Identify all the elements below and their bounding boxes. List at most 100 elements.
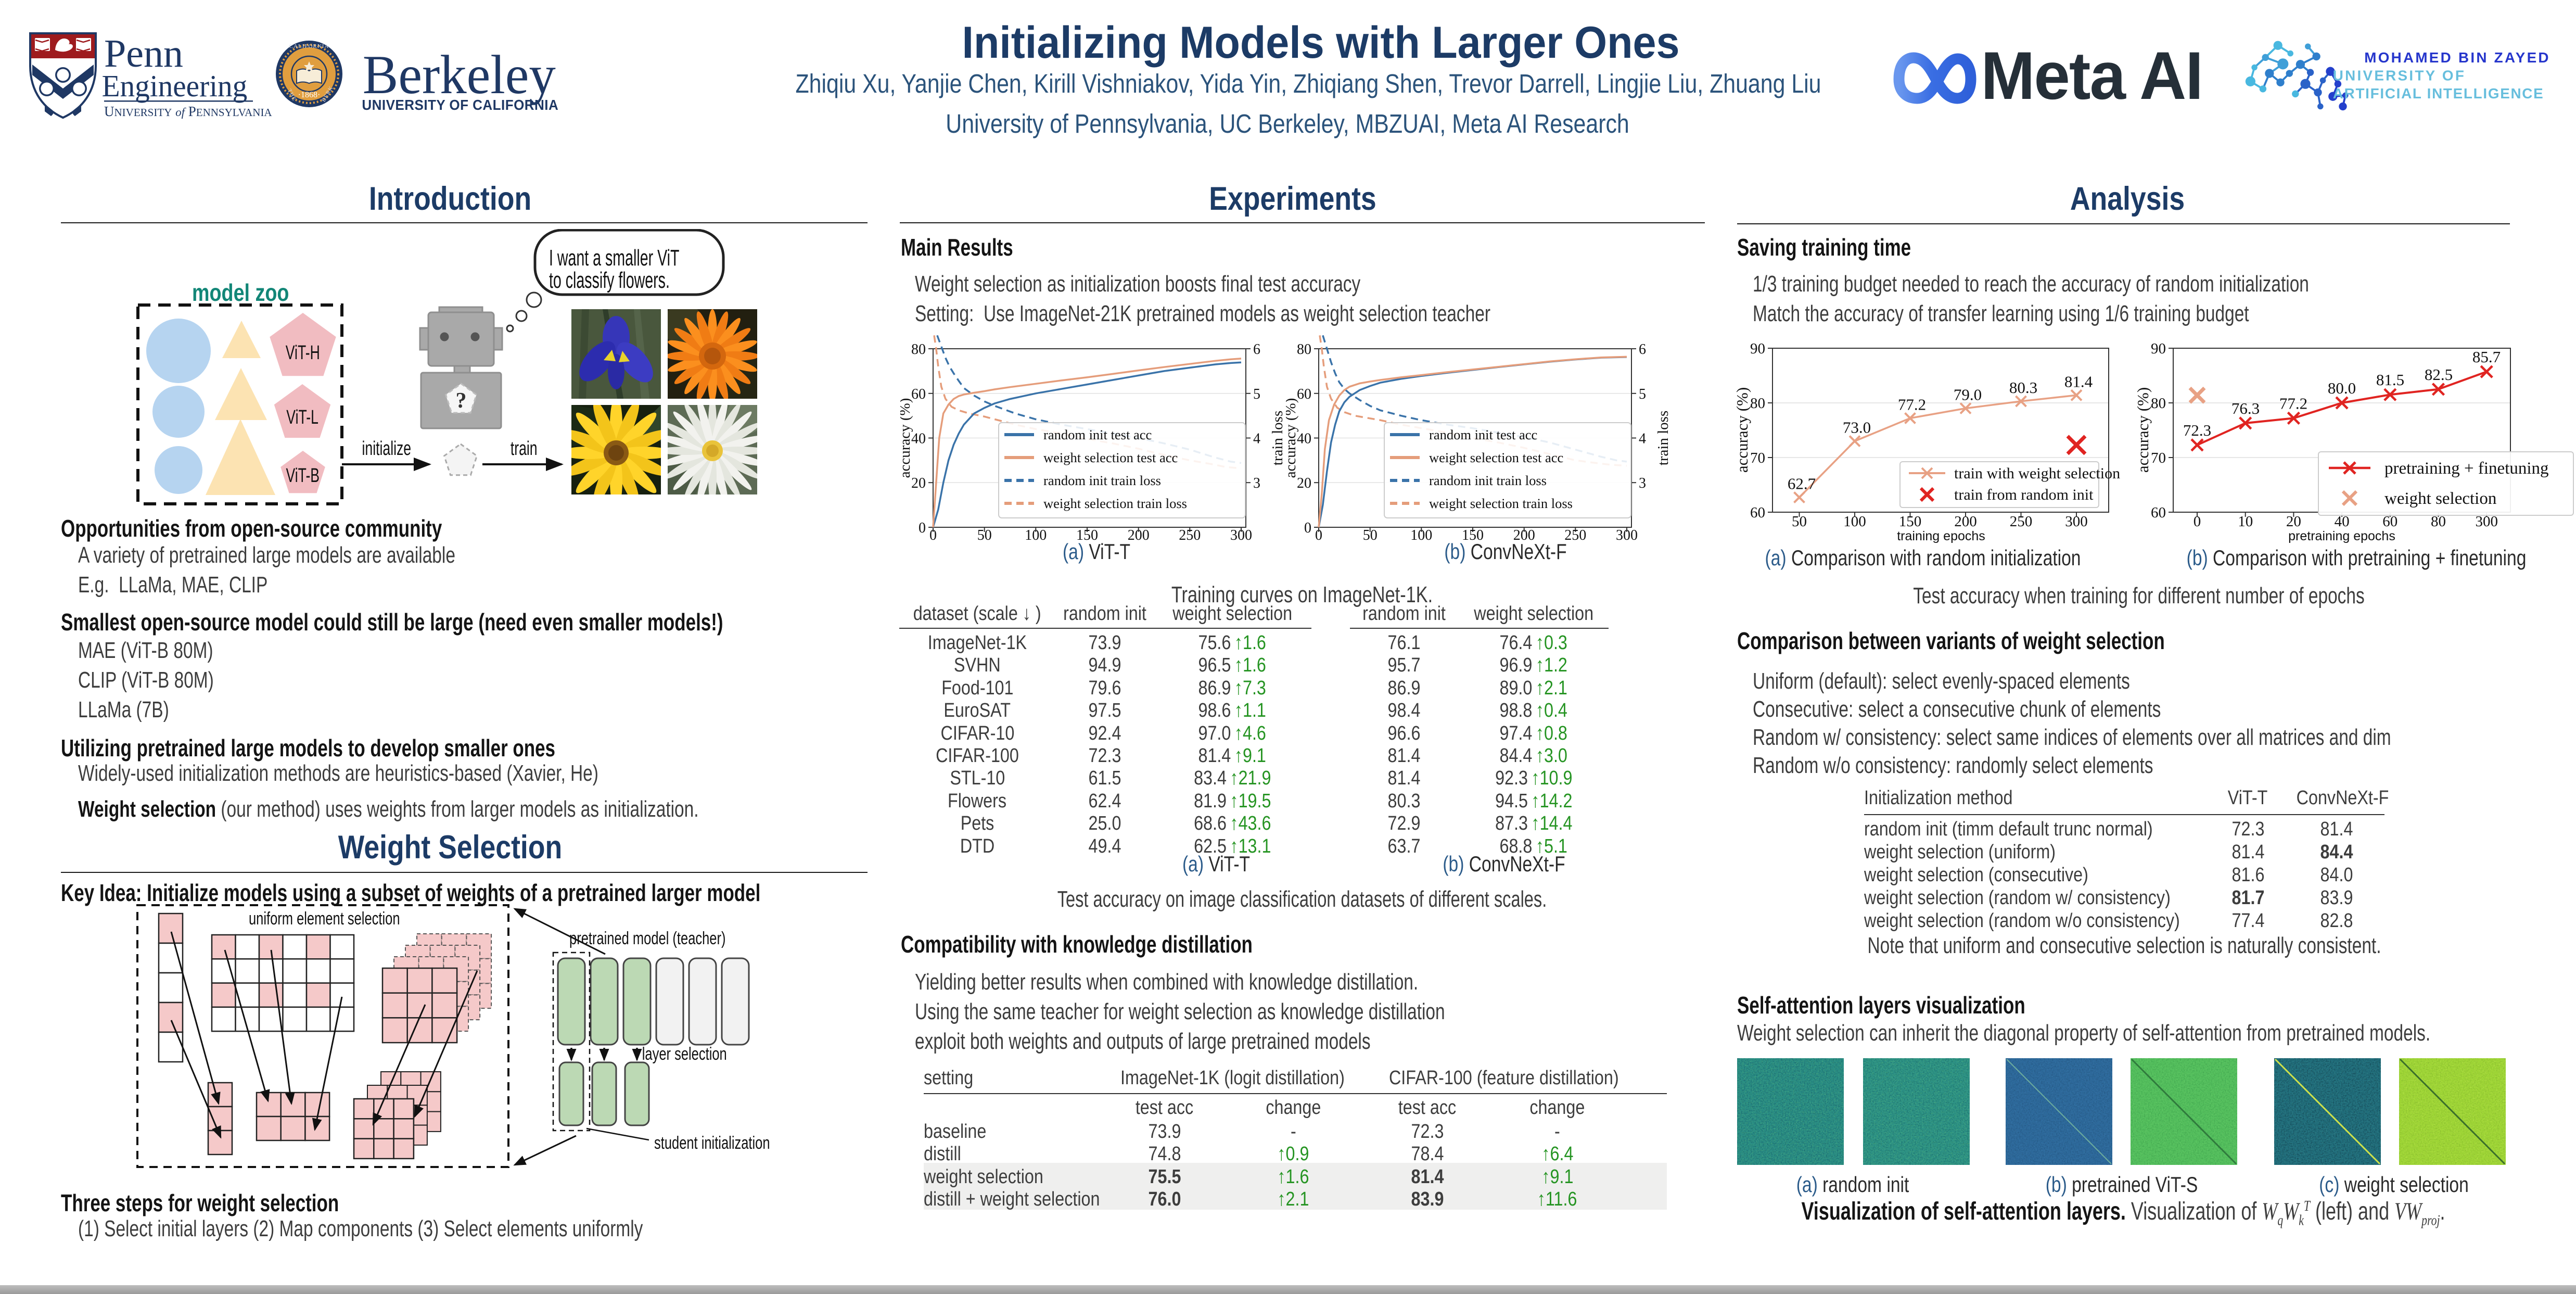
- svg-text:?: ?: [456, 389, 467, 413]
- svg-text:10: 10: [2238, 513, 2253, 530]
- svg-text:3: 3: [1639, 475, 1646, 491]
- svg-text:train: train: [511, 437, 538, 459]
- svg-text:train from random init: train from random init: [1954, 486, 2094, 503]
- svg-text:60: 60: [1750, 504, 1765, 521]
- svg-text:60: 60: [1297, 386, 1311, 402]
- svg-text:UNIVERSITY of PENNSYLVANIA: UNIVERSITY of PENNSYLVANIA: [104, 104, 272, 119]
- svg-text:5: 5: [1639, 386, 1646, 402]
- svg-text:70: 70: [1750, 450, 1765, 466]
- svg-text:150: 150: [1899, 513, 1922, 530]
- svg-text:77.2: 77.2: [1898, 395, 1926, 413]
- svg-text:MOHAMED BIN ZAYED: MOHAMED BIN ZAYED: [2364, 49, 2551, 66]
- svg-text:uniform element selection: uniform element selection: [249, 909, 400, 929]
- svg-text:·1868·: ·1868·: [298, 91, 321, 99]
- svg-text:CALIFORNIA: CALIFORNIA: [289, 43, 329, 49]
- svg-text:250: 250: [1179, 527, 1201, 543]
- svg-text:Penn: Penn: [104, 32, 183, 75]
- svg-text:150: 150: [1076, 527, 1098, 543]
- svg-text:80: 80: [2431, 513, 2446, 530]
- svg-text:77.2: 77.2: [2279, 394, 2307, 412]
- svg-text:80: 80: [911, 341, 926, 358]
- svg-text:weight selection test acc: weight selection test acc: [1043, 450, 1178, 465]
- svg-text:UNIVERSITY OF CALIFORNIA: UNIVERSITY OF CALIFORNIA: [362, 97, 558, 111]
- svg-text:0: 0: [1304, 520, 1311, 536]
- svg-text:50: 50: [977, 527, 992, 543]
- svg-text:layer selection: layer selection: [642, 1045, 727, 1064]
- svg-text:weight selection train loss: weight selection train loss: [1043, 496, 1187, 511]
- svg-text:50: 50: [1363, 527, 1378, 543]
- svg-text:0: 0: [929, 527, 937, 543]
- svg-text:ARTIFICIAL INTELLIGENCE: ARTIFICIAL INTELLIGENCE: [2333, 85, 2544, 102]
- svg-text:random init test acc: random init test acc: [1429, 427, 1537, 442]
- svg-text:random init test acc: random init test acc: [1043, 427, 1152, 442]
- svg-text:250: 250: [1564, 527, 1586, 543]
- svg-text:model zoo: model zoo: [192, 279, 289, 306]
- svg-text:300: 300: [2475, 513, 2498, 530]
- svg-text:pretraining epochs: pretraining epochs: [2288, 529, 2395, 543]
- svg-text:ViT-L: ViT-L: [286, 405, 318, 428]
- svg-text:0: 0: [2194, 513, 2201, 530]
- svg-text:100: 100: [1025, 527, 1047, 543]
- svg-text:80: 80: [1297, 341, 1311, 358]
- svg-text:weight selection test acc: weight selection test acc: [1429, 450, 1563, 465]
- svg-text:train with weight selection: train with weight selection: [1954, 465, 2120, 482]
- svg-text:80: 80: [1750, 395, 1765, 412]
- svg-text:4: 4: [1639, 431, 1646, 447]
- svg-text:accuracy (%): accuracy (%): [900, 398, 913, 478]
- svg-text:250: 250: [2010, 513, 2033, 530]
- svg-text:80.3: 80.3: [2009, 378, 2037, 397]
- svg-text:100: 100: [1410, 527, 1432, 543]
- svg-text:60: 60: [2151, 504, 2166, 521]
- svg-text:300: 300: [1616, 527, 1638, 543]
- svg-text:Berkeley: Berkeley: [363, 44, 556, 106]
- svg-text:60: 60: [911, 386, 926, 402]
- svg-text:200: 200: [1128, 527, 1150, 543]
- svg-text:accuracy (%): accuracy (%): [2134, 387, 2152, 473]
- svg-text:training epochs: training epochs: [1897, 529, 1985, 543]
- svg-text:85.7: 85.7: [2472, 348, 2501, 366]
- svg-text:I want a smaller ViT: I want a smaller ViT: [549, 245, 680, 271]
- svg-text:6: 6: [1253, 341, 1260, 358]
- svg-text:UNIVERSITY OF: UNIVERSITY OF: [2333, 67, 2466, 83]
- svg-text:random init train loss: random init train loss: [1429, 473, 1547, 488]
- svg-text:weight selection: weight selection: [2384, 489, 2496, 508]
- svg-text:Engineering: Engineering: [102, 69, 248, 103]
- svg-text:3: 3: [1253, 475, 1260, 491]
- svg-text:accuracy (%): accuracy (%): [1733, 387, 1751, 473]
- svg-text:200: 200: [1954, 513, 1977, 530]
- svg-text:Meta AI: Meta AI: [1981, 47, 2202, 109]
- svg-text:20: 20: [1297, 475, 1311, 491]
- svg-text:82.5: 82.5: [2425, 365, 2453, 384]
- svg-text:train loss: train loss: [1655, 411, 1672, 466]
- svg-text:weight selection train loss: weight selection train loss: [1429, 496, 1573, 511]
- svg-text:70: 70: [2151, 450, 2166, 466]
- svg-text:90: 90: [1750, 340, 1765, 357]
- svg-text:300: 300: [2065, 513, 2088, 530]
- svg-text:80: 80: [2151, 395, 2166, 412]
- svg-text:student initialization: student initialization: [654, 1134, 770, 1153]
- svg-text:40: 40: [911, 431, 926, 447]
- svg-text:62.7: 62.7: [1788, 475, 1816, 493]
- svg-text:40: 40: [1297, 431, 1311, 447]
- svg-text:5: 5: [1253, 386, 1260, 402]
- svg-text:81.4: 81.4: [2064, 372, 2093, 390]
- svg-text:60: 60: [2382, 513, 2398, 530]
- svg-text:50: 50: [1792, 513, 1807, 530]
- svg-text:72.3: 72.3: [2183, 421, 2211, 439]
- svg-text:76.3: 76.3: [2231, 399, 2260, 417]
- svg-text:initialize: initialize: [362, 437, 412, 459]
- svg-text:0: 0: [1315, 527, 1322, 543]
- svg-text:to classify flowers.: to classify flowers.: [549, 267, 670, 293]
- svg-text:40: 40: [2335, 513, 2350, 530]
- svg-text:100: 100: [1843, 513, 1866, 530]
- svg-text:20: 20: [911, 475, 926, 491]
- svg-text:ViT-H: ViT-H: [286, 341, 320, 363]
- svg-text:train loss: train loss: [1269, 411, 1286, 466]
- svg-text:73.0: 73.0: [1843, 418, 1871, 437]
- svg-text:random init train loss: random init train loss: [1043, 473, 1161, 488]
- svg-text:ViT-B: ViT-B: [286, 464, 320, 486]
- svg-text:pretrained model (teacher): pretrained model (teacher): [569, 929, 725, 948]
- svg-text:0: 0: [919, 520, 926, 536]
- svg-text:4: 4: [1253, 431, 1260, 447]
- svg-text:accuracy (%): accuracy (%): [1286, 398, 1299, 478]
